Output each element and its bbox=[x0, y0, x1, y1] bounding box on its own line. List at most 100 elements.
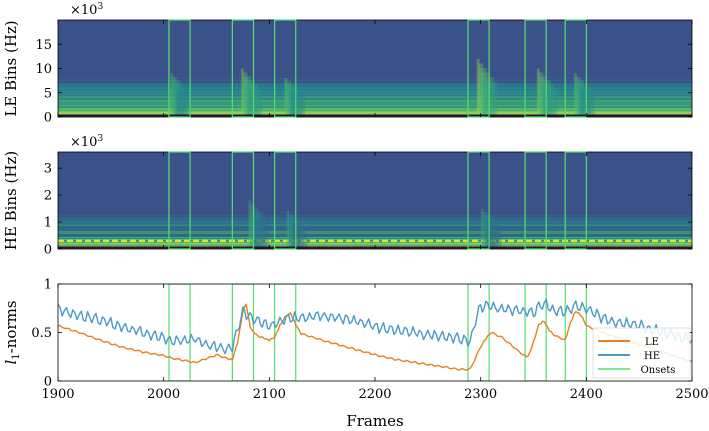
onset-window bbox=[524, 284, 547, 381]
he-spectrogram-panel: 0 1 2 3 HE Bins (Hz) ×103 bbox=[2, 134, 693, 258]
onset-window bbox=[231, 19, 255, 118]
onset-burst bbox=[251, 208, 259, 249]
onset-burst bbox=[536, 68, 540, 117]
onset-burst bbox=[288, 87, 299, 117]
onset-burst bbox=[172, 80, 181, 117]
onset-burst bbox=[287, 84, 295, 117]
le-onset-boxes bbox=[168, 19, 587, 118]
x-tick-label: 2400 bbox=[570, 387, 603, 402]
x-tick-label: 2300 bbox=[464, 387, 497, 402]
onset-burst bbox=[484, 218, 495, 249]
norms-series bbox=[58, 298, 692, 371]
y-tick-label: 2 bbox=[44, 189, 52, 204]
legend: LE HE Onsets bbox=[592, 327, 691, 379]
onset-burst bbox=[579, 87, 592, 117]
onset-burst bbox=[171, 76, 177, 117]
onset-window bbox=[168, 151, 191, 250]
y-tick-label: 0.5 bbox=[31, 326, 52, 341]
le-x-tick-marks bbox=[57, 20, 693, 117]
onset-burst bbox=[252, 212, 263, 249]
energy-band bbox=[58, 83, 692, 103]
he-x-tick-marks bbox=[57, 152, 693, 249]
onset-window bbox=[168, 284, 191, 381]
legend-label-onsets: Onsets bbox=[641, 365, 676, 376]
onset-burst bbox=[240, 68, 244, 117]
onset-burst bbox=[248, 200, 252, 249]
onset-burst bbox=[249, 204, 255, 249]
onset-window bbox=[524, 151, 547, 250]
x-tick-label: 2200 bbox=[358, 387, 391, 402]
onset-burst bbox=[575, 76, 581, 117]
onset-burst bbox=[483, 82, 498, 117]
y-tick-label: 10 bbox=[35, 62, 52, 77]
y-tick-label: 0 bbox=[44, 375, 52, 390]
energy-band bbox=[58, 20, 692, 84]
onset-burst bbox=[477, 63, 484, 117]
onset-burst bbox=[286, 211, 290, 249]
he-axis-multiplier: ×103 bbox=[70, 134, 103, 150]
onset-burst bbox=[175, 87, 188, 117]
onset-burst bbox=[476, 58, 480, 117]
norms-onset-boxes bbox=[168, 284, 587, 381]
he-y-axis-label: HE Bins (Hz) bbox=[2, 151, 20, 250]
onset-burst bbox=[247, 87, 262, 117]
onset-burst bbox=[543, 87, 558, 117]
onset-burst bbox=[487, 224, 502, 249]
he-spectrogram-image bbox=[58, 152, 692, 250]
onset-burst bbox=[486, 221, 499, 249]
onset-burst bbox=[289, 217, 297, 249]
onset-window bbox=[231, 151, 255, 250]
y-tick-label: 0 bbox=[44, 243, 52, 258]
le-y-ticks: 0 5 10 15 bbox=[35, 38, 692, 126]
onset-window bbox=[274, 284, 297, 381]
x-tick-label: 1900 bbox=[41, 387, 74, 402]
x-tick-label: 2100 bbox=[253, 387, 286, 402]
onset-burst bbox=[480, 72, 491, 117]
onset-burst bbox=[577, 83, 588, 117]
onset-window bbox=[467, 151, 490, 250]
onset-burst bbox=[291, 223, 304, 249]
norms-line-panel: 0 0.5 1 1900 2000 2100 2200 2300 2400 2500 l1-no… bbox=[2, 278, 709, 431]
series-line-le bbox=[58, 303, 692, 371]
onset-burst bbox=[480, 208, 484, 249]
onset-window bbox=[168, 19, 191, 118]
onset-burst bbox=[255, 219, 270, 249]
onset-burst bbox=[482, 77, 494, 117]
norms-y-axis-label: l1-norms bbox=[2, 300, 22, 364]
series-line-he bbox=[58, 298, 692, 355]
y-tick-label: 3 bbox=[44, 162, 52, 177]
onset-burst bbox=[291, 93, 306, 117]
onset-burst bbox=[174, 83, 184, 117]
y-tick-label: 0 bbox=[44, 111, 52, 126]
energy-band bbox=[58, 152, 692, 217]
onset-window bbox=[467, 284, 490, 381]
le-axis-multiplier: ×103 bbox=[70, 2, 103, 18]
onset-burst bbox=[285, 81, 291, 117]
y-tick-label: 1 bbox=[44, 216, 52, 231]
onset-burst bbox=[539, 76, 547, 117]
onset-burst bbox=[479, 68, 487, 117]
onset-burst bbox=[284, 78, 288, 117]
onset-burst bbox=[177, 90, 192, 117]
x-axis-label: Frames bbox=[346, 412, 403, 430]
onset-burst bbox=[580, 90, 595, 117]
he-y-ticks: 0 1 2 3 bbox=[44, 162, 692, 258]
onset-burst bbox=[576, 80, 584, 117]
legend-label-he: HE bbox=[644, 351, 660, 362]
x-tick-label: 2000 bbox=[147, 387, 180, 402]
norms-x-ticks: 1900 2000 2100 2200 2300 2400 2500 bbox=[41, 284, 709, 402]
onset-burst bbox=[246, 84, 259, 117]
onset-burst bbox=[538, 72, 544, 117]
onset-burst bbox=[482, 211, 488, 249]
he-onset-boxes bbox=[168, 151, 587, 250]
onset-burst bbox=[245, 80, 255, 117]
onset-burst bbox=[242, 72, 248, 117]
onset-window bbox=[274, 151, 297, 250]
onset-burst bbox=[287, 214, 293, 249]
onset-burst bbox=[483, 215, 491, 249]
onset-burst bbox=[573, 73, 577, 117]
y-tick-label: 15 bbox=[35, 38, 52, 53]
legend-label-le: LE bbox=[645, 337, 659, 348]
le-spectrogram-panel: 0 5 10 15 LE Bins (Hz) ×103 bbox=[2, 2, 693, 126]
